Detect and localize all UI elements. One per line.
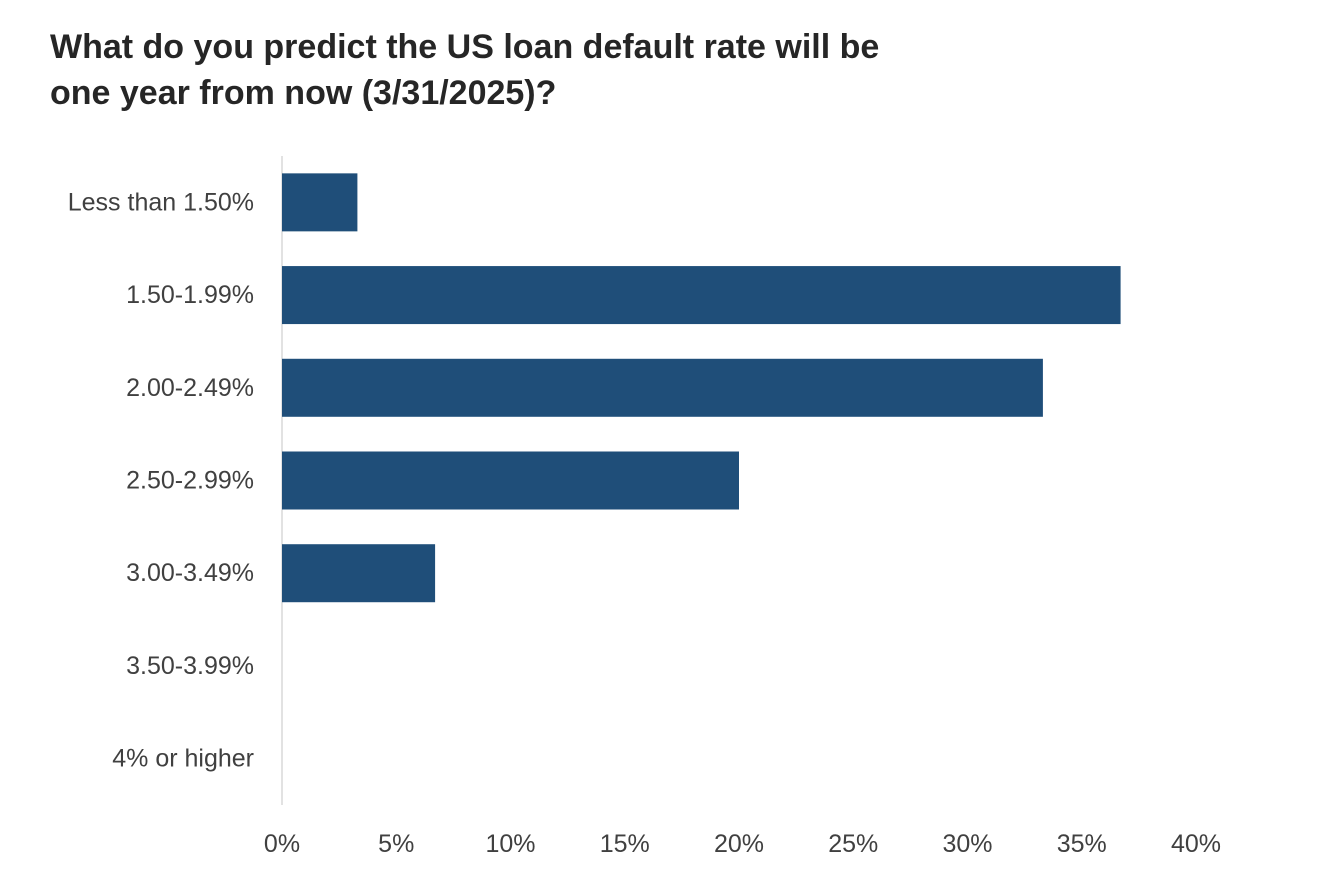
bar-2	[282, 358, 1043, 417]
x-tick-label-1: 5%	[378, 830, 414, 858]
bar-3	[282, 451, 739, 510]
category-label-1: 1.50-1.99%	[126, 281, 254, 309]
x-tick-label-7: 35%	[1057, 830, 1107, 858]
x-tick-label-4: 20%	[714, 830, 764, 858]
bar-4	[282, 544, 436, 603]
x-tick-label-6: 30%	[942, 830, 992, 858]
x-tick-label-8: 40%	[1171, 830, 1221, 858]
x-tick-label-2: 10%	[485, 830, 535, 858]
bar-0	[282, 173, 358, 232]
chart-title-line-2: one year from now (3/31/2025)?	[50, 74, 557, 112]
bars-group	[282, 173, 1121, 603]
x-tick-label-0: 0%	[264, 830, 300, 858]
category-label-3: 2.50-2.99%	[126, 467, 254, 495]
x-axis-tick-labels: 0% 5% 10% 15% 20% 25% 30% 35% 40%	[264, 830, 1221, 858]
category-label-6: 4% or higher	[112, 745, 254, 773]
x-tick-label-3: 15%	[600, 830, 650, 858]
category-label-5: 3.50-3.99%	[126, 652, 254, 680]
category-label-2: 2.00-2.49%	[126, 374, 254, 402]
category-label-4: 3.00-3.49%	[126, 559, 254, 587]
category-labels: Less than 1.50% 1.50-1.99% 2.00-2.49% 2.50-…	[68, 188, 254, 772]
chart-title: What do you predict the US loan default …	[50, 24, 1150, 116]
bar-1	[282, 266, 1121, 325]
chart-title-line-1: What do you predict the US loan default …	[50, 28, 880, 66]
x-tick-label-5: 25%	[828, 830, 878, 858]
category-label-0: Less than 1.50%	[68, 188, 254, 216]
